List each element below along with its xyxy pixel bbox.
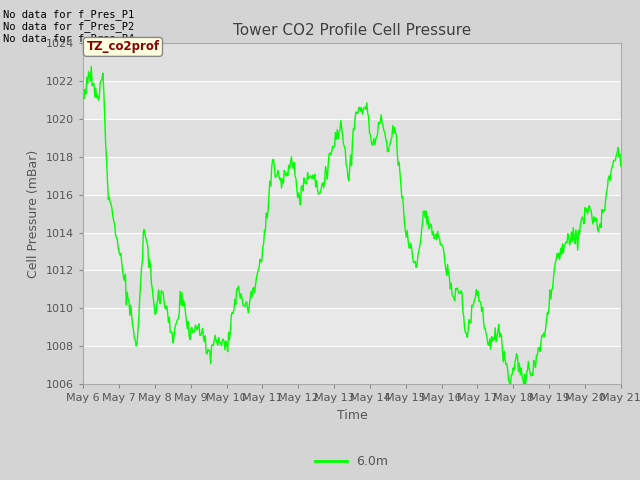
Text: TZ_co2prof: TZ_co2prof <box>86 40 159 53</box>
Bar <box>83 195 621 232</box>
Bar <box>83 232 621 270</box>
X-axis label: Time: Time <box>337 408 367 421</box>
Bar <box>83 157 621 195</box>
Text: No data for f_Pres_P4: No data for f_Pres_P4 <box>3 33 134 44</box>
Bar <box>83 346 621 384</box>
Title: Tower CO2 Profile Cell Pressure: Tower CO2 Profile Cell Pressure <box>233 23 471 38</box>
Bar <box>83 270 621 308</box>
Y-axis label: Cell Pressure (mBar): Cell Pressure (mBar) <box>28 149 40 278</box>
Bar <box>83 43 621 81</box>
Bar <box>83 308 621 346</box>
Bar <box>83 119 621 157</box>
Legend: 6.0m: 6.0m <box>310 450 394 473</box>
Text: No data for f_Pres_P1: No data for f_Pres_P1 <box>3 9 134 20</box>
Bar <box>83 81 621 119</box>
Text: No data for f_Pres_P2: No data for f_Pres_P2 <box>3 21 134 32</box>
